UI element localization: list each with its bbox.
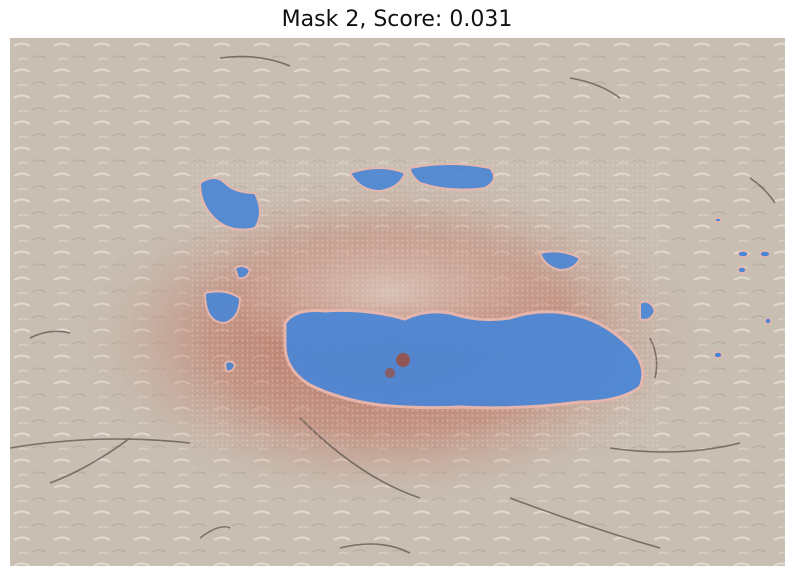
skin-photo	[10, 38, 785, 566]
figure-title: Mask 2, Score: 0.031	[281, 7, 513, 32]
mask-overlay-main	[283, 308, 645, 410]
lesion-spot	[385, 368, 395, 378]
hair-strands	[10, 55, 776, 554]
image-panel	[10, 38, 785, 566]
mask-fragments	[198, 163, 657, 373]
mask-dots-right	[713, 217, 772, 359]
lesion-spot	[396, 353, 410, 367]
